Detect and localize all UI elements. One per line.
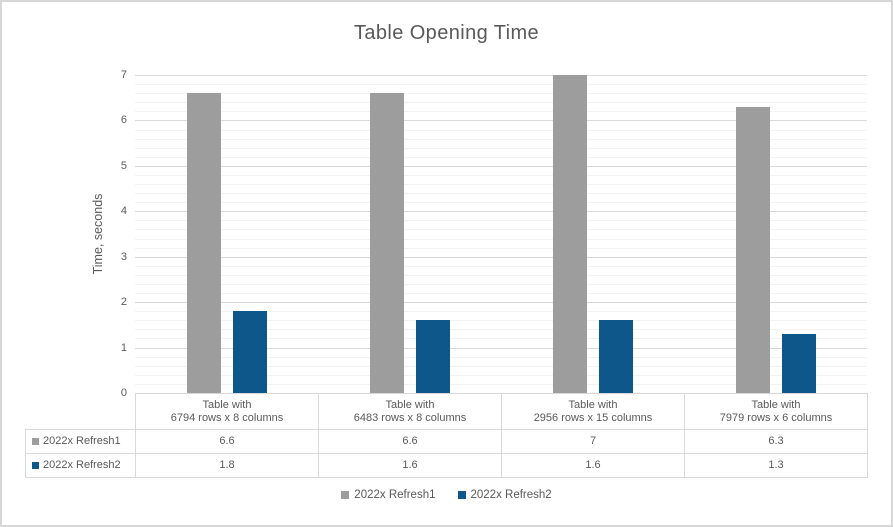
minor-gridline (135, 102, 867, 104)
minor-gridline (135, 293, 867, 295)
minor-gridline (135, 356, 867, 358)
table-category-header: Table with 6794 rows x 8 columns (135, 393, 319, 430)
chart-title: Table Opening Time (353, 22, 540, 44)
minor-gridline (135, 111, 867, 113)
table-row-label-series2: 2022x Refresh2 (25, 453, 136, 478)
table-value-cell: 6.6 (135, 429, 319, 454)
table-value-cell: 1.6 (318, 453, 502, 478)
legend-label: 2022x Refresh1 (354, 489, 436, 501)
legend-color-swatch (341, 491, 350, 499)
minor-gridline (135, 184, 867, 186)
major-gridline (135, 120, 867, 122)
table-value-cell: 1.3 (684, 453, 868, 478)
table-value-cell: 7 (501, 429, 685, 454)
table-row: 2022x Refresh2 1.8 1.6 1.6 1.3 (25, 453, 868, 478)
minor-gridline (135, 247, 867, 249)
table-value-cell: 1.6 (501, 453, 685, 478)
minor-gridline (135, 374, 867, 376)
data-table: Table with 6794 rows x 8 columns Table wit… (25, 393, 868, 478)
minor-gridline (135, 365, 867, 367)
table-row: 2022x Refresh1 6.6 6.6 7 6.3 (25, 429, 868, 454)
table-row-label-series1: 2022x Refresh1 (25, 429, 136, 454)
minor-gridline (135, 283, 867, 285)
y-tick-label: 1 (120, 341, 127, 354)
minor-gridline (135, 265, 867, 267)
minor-gridline (135, 93, 867, 95)
minor-gridline (135, 138, 867, 140)
y-tick-label: 0 (120, 387, 127, 399)
minor-gridline (135, 229, 867, 231)
major-gridline (135, 256, 867, 258)
legend-label: 2022x Refresh2 (470, 489, 552, 501)
minor-gridline (135, 193, 867, 195)
y-tick-label: 4 (120, 205, 127, 218)
plot-area (135, 75, 867, 393)
minor-gridline (135, 274, 867, 276)
legend: 2022x Refresh1 2022x Refresh2 (2, 489, 891, 501)
table-category-header: Table with 2956 rows x 15 columns (501, 393, 685, 430)
bar-series1-cat2 (369, 93, 404, 393)
major-gridline (135, 347, 867, 349)
bar-series2-cat4 (781, 333, 816, 393)
major-gridline (135, 165, 867, 167)
y-tick-label: 2 (120, 296, 127, 309)
minor-gridline (135, 202, 867, 204)
legend-color-swatch (457, 491, 466, 499)
series-marker-icon (32, 461, 39, 469)
major-gridline (135, 75, 867, 76)
bar-series2-cat2 (415, 320, 450, 393)
minor-gridline (135, 338, 867, 340)
bar-series1-cat1 (186, 93, 221, 393)
minor-gridline (135, 220, 867, 222)
minor-gridline (135, 129, 867, 131)
y-tick-label: 3 (120, 250, 127, 263)
table-category-header: Table with 6483 rows x 8 columns (318, 393, 502, 430)
legend-item-series1: 2022x Refresh1 (341, 489, 436, 501)
table-value-cell: 6.6 (318, 429, 502, 454)
major-gridline (135, 302, 867, 304)
y-tick-label: 5 (120, 159, 127, 172)
table-category-header: Table with 7979 rows x 6 columns (684, 393, 868, 430)
minor-gridline (135, 320, 867, 322)
table-corner-cell (26, 394, 136, 430)
minor-gridline (135, 147, 867, 149)
table-value-cell: 1.8 (135, 453, 319, 478)
minor-gridline (135, 311, 867, 313)
bar-series2-cat3 (598, 320, 633, 393)
bar-series1-cat3 (552, 75, 587, 393)
bar-series1-cat4 (735, 106, 770, 393)
y-tick-label: 6 (120, 114, 127, 127)
minor-gridline (135, 383, 867, 385)
bar-series2-cat1 (232, 311, 267, 393)
minor-gridline (135, 329, 867, 331)
minor-gridline (135, 84, 867, 86)
minor-gridline (135, 174, 867, 176)
series-marker-icon (32, 437, 39, 445)
table-value-cell: 6.3 (684, 429, 868, 454)
major-gridline (135, 211, 867, 213)
y-tick-label: 7 (120, 69, 127, 81)
legend-item-series2: 2022x Refresh2 (457, 489, 552, 501)
minor-gridline (135, 156, 867, 158)
minor-gridline (135, 238, 867, 240)
